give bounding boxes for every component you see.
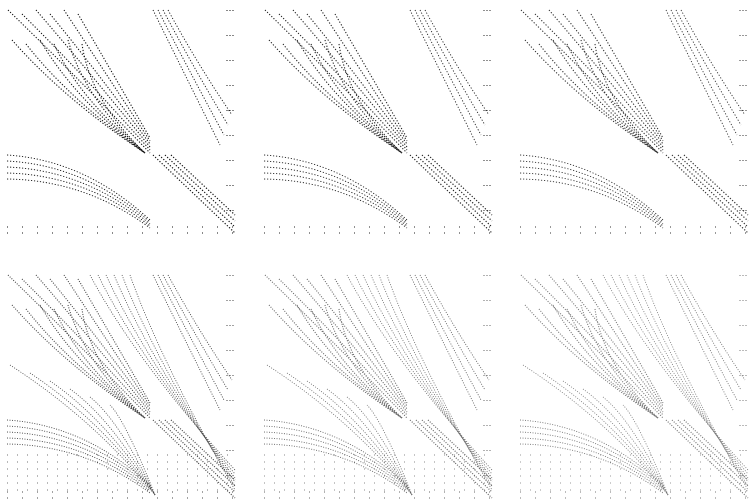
background — [0, 0, 749, 502]
sparsity-figure — [0, 0, 749, 502]
page: (() => { const data = JSON.parse(documen… — [0, 0, 749, 502]
